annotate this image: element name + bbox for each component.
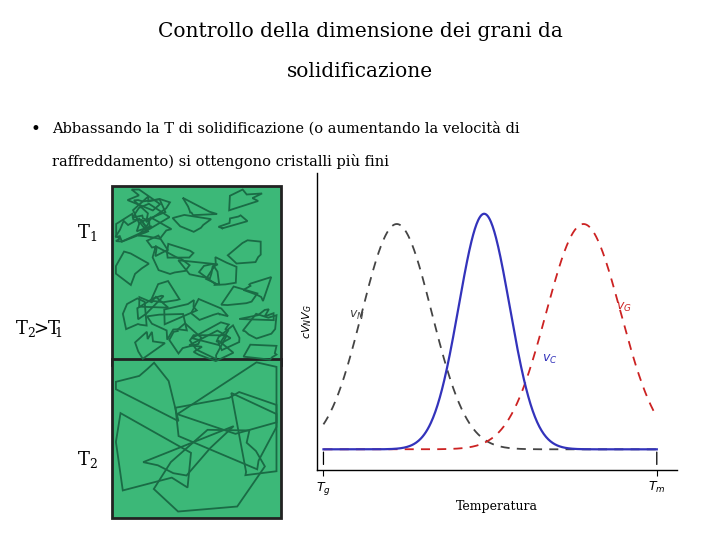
FancyBboxPatch shape — [112, 186, 281, 364]
FancyBboxPatch shape — [112, 359, 281, 518]
Text: T: T — [78, 451, 89, 469]
Text: >T: >T — [33, 320, 60, 339]
Text: raffreddamento) si ottengono cristalli più fini: raffreddamento) si ottengono cristalli p… — [52, 154, 389, 169]
Y-axis label: $cV_N V_G$: $cV_N V_G$ — [300, 304, 314, 339]
Text: $v_C$: $v_C$ — [542, 353, 558, 366]
Text: T: T — [16, 320, 27, 339]
Text: solidificazione: solidificazione — [287, 62, 433, 81]
Text: Abbassando la T di solidificazione (o aumentando la velocità di: Abbassando la T di solidificazione (o au… — [52, 122, 519, 136]
Text: 2: 2 — [89, 458, 97, 471]
Text: 2: 2 — [27, 327, 35, 340]
Text: $v_N$: $v_N$ — [349, 309, 364, 322]
Text: 1: 1 — [89, 231, 97, 244]
Text: T: T — [78, 224, 89, 242]
Text: $v_G$: $v_G$ — [616, 301, 631, 314]
X-axis label: Temperatura: Temperatura — [456, 500, 538, 513]
Text: 1: 1 — [55, 327, 63, 340]
Text: •: • — [30, 122, 40, 138]
Text: Controllo della dimensione dei grani da: Controllo della dimensione dei grani da — [158, 22, 562, 40]
